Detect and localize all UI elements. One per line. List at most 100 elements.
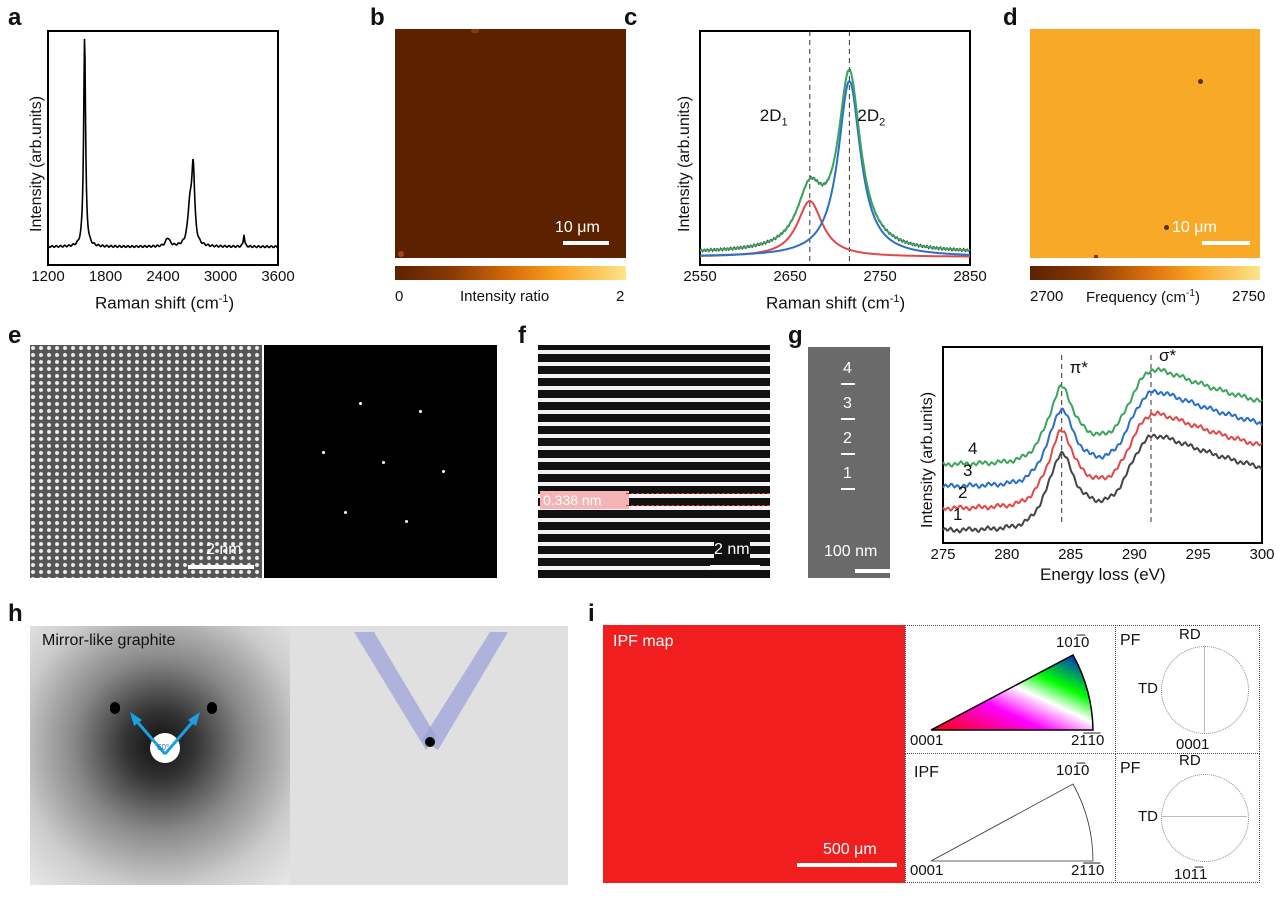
td-label: TD: [1138, 808, 1158, 825]
fit-2d2-line: [700, 79, 970, 257]
fft-spot: [322, 451, 325, 454]
fft-spot: [344, 511, 347, 514]
colorbar-label-end: ): [1194, 289, 1200, 306]
panel-label-d: d: [1003, 4, 1018, 31]
diffraction-pattern-experimental: Mirror-like graphite 60°: [30, 626, 290, 885]
plot-c-frame: [699, 30, 971, 266]
angle-label: 60°: [157, 743, 170, 752]
spacing-line-top: [626, 493, 770, 494]
x-tick-label: 3000: [203, 268, 238, 285]
edge-annotation: σ*: [1158, 346, 1177, 365]
panel-label-a: a: [8, 4, 22, 31]
scalebar-label: 100 nm: [824, 543, 878, 560]
raman-spectrum-line: [47, 38, 279, 249]
rd-axis: [1204, 646, 1205, 732]
position-marker: [841, 418, 855, 420]
x-tick-label: 275: [930, 546, 956, 563]
pole-2-1-10: 21̅1̅0: [1071, 732, 1105, 749]
xlabel-sup: -1: [889, 293, 900, 305]
x-tick-label: 285: [1058, 546, 1084, 563]
rd-label: RD: [1179, 752, 1201, 769]
xlabel-text: Raman shift (cm: [95, 293, 219, 313]
scalebar-label: 500 μm: [823, 841, 877, 858]
fft-spot: [382, 461, 385, 464]
fft-pattern: [264, 345, 497, 578]
central-beam: [150, 733, 180, 763]
plot-g: [942, 355, 1263, 534]
panel-label-g: g: [788, 322, 803, 349]
plot-c-ylabel: Intensity (arb.units): [676, 95, 693, 232]
x-tick-label: 1800: [88, 268, 123, 285]
x-tick-label: 280: [994, 546, 1020, 563]
scalebar-label: 10 μm: [555, 219, 600, 236]
frequency-map: 10 μm: [1030, 29, 1260, 258]
plot-a: [47, 38, 279, 249]
scalebar-label: 10 μm: [1172, 219, 1217, 236]
spacing-line-bottom: [626, 505, 770, 506]
ipf-label: IPF: [914, 764, 939, 781]
scalebar-label: 2 nm: [206, 541, 242, 558]
x-tick-label: 2750: [863, 268, 897, 285]
panel-label-e: e: [8, 322, 22, 349]
plot-a-ylabel: Intensity (arb.units): [28, 95, 45, 232]
pole-figure-0001: PF RD TD 0001: [1115, 625, 1260, 754]
pole-figure-circle: [1161, 774, 1249, 862]
xlabel-end: ): [228, 293, 235, 313]
map-spot: [1198, 79, 1203, 84]
x-tick-label: 2550: [683, 268, 717, 285]
ipf-map: IPF map 500 μm: [603, 625, 905, 883]
scalebar: [563, 241, 609, 245]
colorbar-max: 2750: [1232, 288, 1266, 305]
plot-a-xlabel: Raman shift (cm-1): [95, 293, 234, 314]
position-marker: [841, 453, 855, 455]
x-tick-label: 290: [1121, 546, 1147, 563]
pole-10-10: 101̅0: [1056, 634, 1090, 651]
hrtem-image: 2 nm: [30, 345, 262, 578]
plot-c-xlabel: Raman shift (cm-1): [766, 293, 905, 314]
pf-label: PF: [1120, 760, 1141, 777]
spectrum-label: 2: [958, 483, 968, 502]
pf-label: PF: [1120, 632, 1141, 649]
diffraction-spot: [110, 702, 120, 714]
x-tick-label: 2850: [953, 268, 987, 285]
position-marker: [841, 488, 855, 490]
panel-label-h: h: [8, 600, 23, 627]
xlabel-end: ): [899, 293, 906, 313]
spectrum-label: 3: [963, 461, 973, 480]
plot-c: [699, 31, 971, 265]
colorbar-label-text: Frequency (cm: [1086, 289, 1187, 306]
pole-10-10: 101̅0: [1056, 762, 1090, 779]
position-label: 4: [843, 360, 852, 377]
panel-label-f: f: [518, 322, 526, 349]
plot-g-frame: [942, 346, 1263, 544]
map-spot: [471, 29, 479, 33]
td-axis: [1161, 816, 1247, 817]
ipf-triangle: [930, 783, 1094, 862]
pole-label: 0001: [1176, 736, 1210, 753]
interlayer-spacing-label: 0.338 nm: [540, 491, 629, 509]
peak-annotation: 2D2: [857, 106, 885, 128]
scalebar: [855, 569, 890, 573]
x-tick-label: 3600: [261, 268, 295, 285]
spectrum-label: 4: [968, 439, 978, 458]
eels-spectrum-line-3: [942, 388, 1263, 490]
scalebar-label: 2 nm: [714, 541, 750, 559]
peak-name: 2D: [759, 106, 782, 125]
pole-2-1-10: 21̅1̅0: [1071, 862, 1105, 879]
peak-subscript: 1: [781, 116, 788, 129]
xlabel-sup: -1: [218, 293, 229, 305]
x-tick-label: 295: [1185, 546, 1211, 563]
map-spot: [1164, 225, 1169, 230]
peak-name: 2D: [857, 106, 880, 125]
position-label: 3: [843, 395, 852, 412]
diffraction-pattern-simulated: [290, 626, 568, 885]
colorbar-label: Intensity ratio: [460, 288, 550, 305]
panel-label-c: c: [624, 4, 638, 31]
ipf-color-key: 0001 101̅0 21̅1̅0: [905, 625, 1116, 754]
fft-spot: [442, 470, 445, 473]
cumulative-fit-line: [700, 68, 970, 252]
position-marker: [841, 383, 855, 385]
position-label: 2: [843, 430, 852, 447]
rd-label: RD: [1179, 626, 1201, 643]
colorbar-b: [395, 266, 626, 280]
